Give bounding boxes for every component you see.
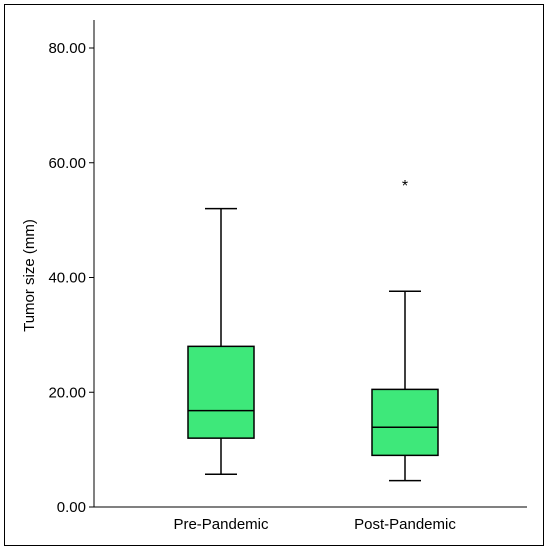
box-series: * xyxy=(187,178,439,482)
interquartile-box xyxy=(187,345,255,439)
x-axis-labels: Pre-Pandemic Post-Pandemic xyxy=(173,516,456,533)
y-tick-label: 0.00 xyxy=(57,499,86,516)
box-pre-pandemic xyxy=(187,207,255,476)
interquartile-box xyxy=(371,388,439,457)
y-tick-label: 40.00 xyxy=(48,270,86,287)
outlier-marker: * xyxy=(402,178,408,195)
x-category-label: Pre-Pandemic xyxy=(173,516,269,533)
y-tick-label: 60.00 xyxy=(48,155,86,172)
y-tick-label: 80.00 xyxy=(48,40,86,57)
y-axis-title: Tumor size (mm) xyxy=(21,219,38,332)
x-category-label: Post-Pandemic xyxy=(354,516,456,533)
y-axis-ticks: 0.00 20.00 40.00 60.00 80.00 xyxy=(48,40,94,516)
y-tick-label: 20.00 xyxy=(48,384,86,401)
box-post-pandemic: * xyxy=(371,178,439,482)
